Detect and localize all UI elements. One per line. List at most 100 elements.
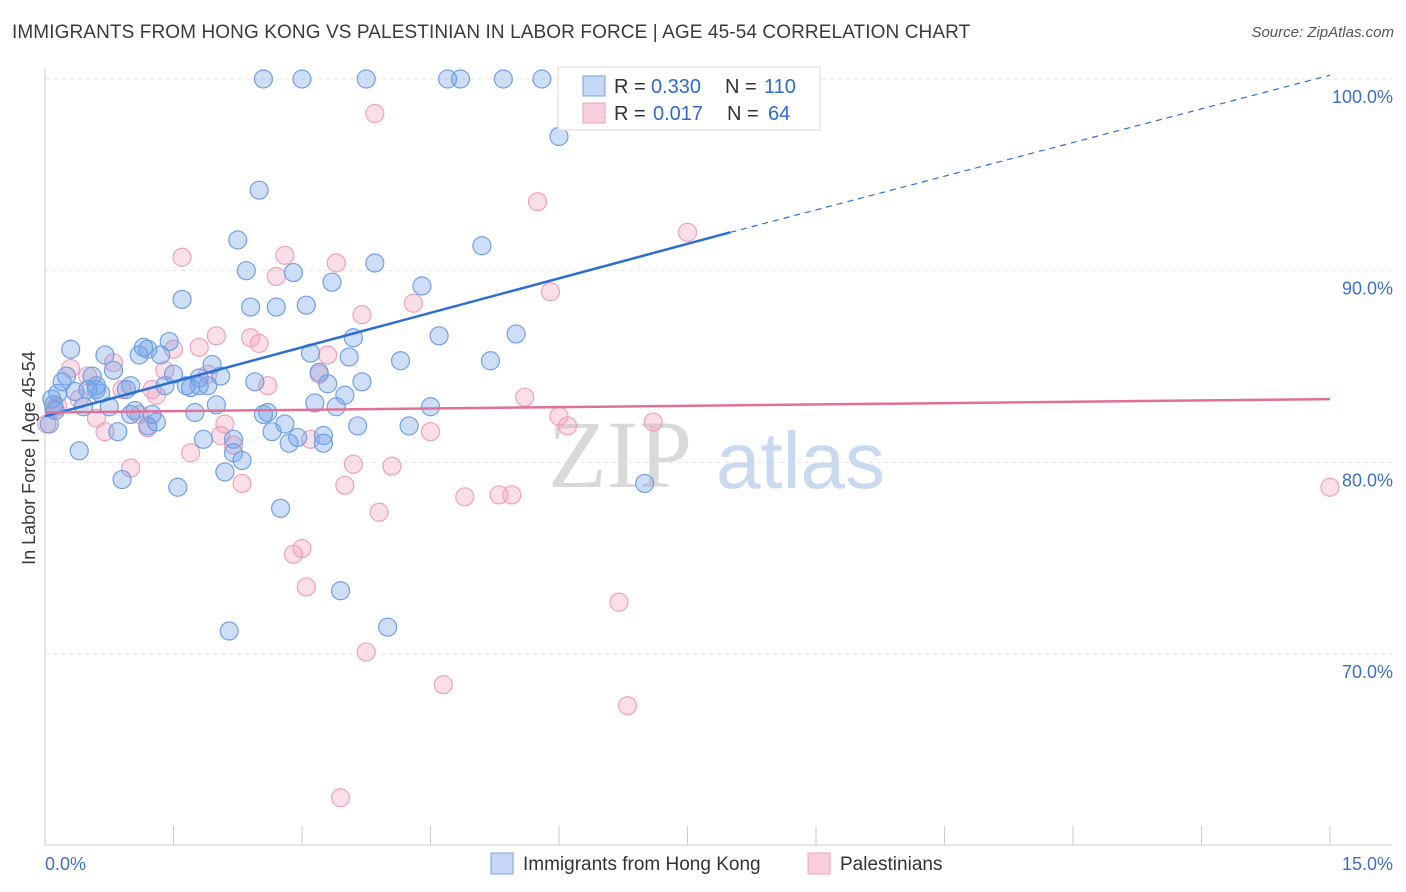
y-tick-label: 80.0% [1342,470,1393,490]
data-point [365,103,385,124]
data-point [253,69,274,89]
data-point [215,462,235,482]
data-point [365,253,385,273]
data-point [455,487,475,507]
data-point [172,247,192,267]
x-tick-label: 15.0% [1342,854,1393,874]
data-point [480,351,501,371]
data-point [318,374,338,394]
data-point [335,385,355,405]
data-point [352,372,372,392]
data-point [305,393,325,413]
data-point [540,282,561,302]
data-point [232,473,252,494]
data-point [382,456,402,476]
trend-line-hong-kong [44,231,731,418]
data-point [138,339,158,359]
y-tick-label: 70.0% [1342,662,1393,682]
chart-title: IMMIGRANTS FROM HONG KONG VS PALESTINIAN… [12,22,971,43]
data-point [429,326,449,346]
data-point [223,429,244,449]
data-point [403,293,423,313]
series-legend-label-blue: Immigrants from Hong Kong [523,854,761,875]
data-point [296,295,316,315]
legend-n-label-2: N = [727,103,759,125]
grid-lines [45,78,1392,655]
data-point [172,289,192,310]
data-point [493,69,513,89]
data-point [292,538,312,559]
data-point [420,422,441,442]
axes [44,68,1392,846]
legend-n-value-1: 110 [764,76,796,98]
data-point [399,416,419,436]
data-point [236,261,256,281]
data-point [322,272,342,292]
trend-line-hong-kong-extension [730,74,1331,233]
x-tick-labels: 0.0% 15.0% [45,854,1393,874]
x-tick-label: 0.0% [45,854,86,874]
data-point [219,621,239,641]
series-legend: Immigrants from Hong Kong Palestinians [490,852,942,875]
data-point [532,69,552,89]
data-point [108,422,128,442]
data-point [181,443,201,463]
data-point [241,297,261,317]
legend-r-value-2: 0.017 [653,103,703,125]
data-point [617,696,638,716]
legend-r-value-1: 0.330 [651,76,701,98]
data-point [330,581,351,601]
y-tick-label: 90.0% [1342,279,1393,299]
data-point [249,333,269,354]
y-tick-labels: 100.0% 90.0% 80.0% 70.0% [1332,87,1393,682]
data-point [450,69,471,89]
data-point [69,441,89,461]
data-point [330,788,351,808]
data-point [412,276,432,296]
data-point [527,192,548,212]
data-point [275,414,295,434]
data-point [292,69,312,89]
legend-swatch-blue [582,75,606,97]
data-point [112,469,132,490]
series-hong-kong-points [39,69,655,641]
data-point [472,236,492,256]
data-point [378,617,398,637]
data-point [356,69,376,89]
data-point [215,414,235,434]
data-point [228,230,248,250]
watermark-zip: ZIP [548,401,692,508]
data-point [369,502,389,522]
data-point [643,412,663,432]
data-point [609,592,629,612]
data-point [189,368,209,388]
data-point [313,425,334,446]
data-point [103,360,124,380]
legend-r-label-2: R = [614,103,646,125]
data-point [266,297,286,317]
data-point [352,305,372,325]
trend-lines [44,74,1331,418]
data-point [343,454,363,474]
data-point [335,475,355,495]
data-point [189,337,209,357]
watermark: ZIP atlas [548,401,885,508]
data-point [56,366,77,386]
data-point [121,376,141,396]
data-point [159,331,179,352]
legend-swatch-pink [582,102,606,124]
data-point [318,345,338,365]
data-point [390,351,411,371]
data-point [168,477,188,497]
data-point [206,395,226,415]
trend-line-palestinians [44,397,1331,414]
watermark-atlas: atlas [716,416,885,505]
data-point [86,379,107,400]
data-point [433,675,453,695]
data-point [677,222,698,242]
data-point [185,402,205,423]
data-point [326,253,346,273]
data-point [45,400,65,421]
series-legend-swatch-pink [807,852,831,875]
